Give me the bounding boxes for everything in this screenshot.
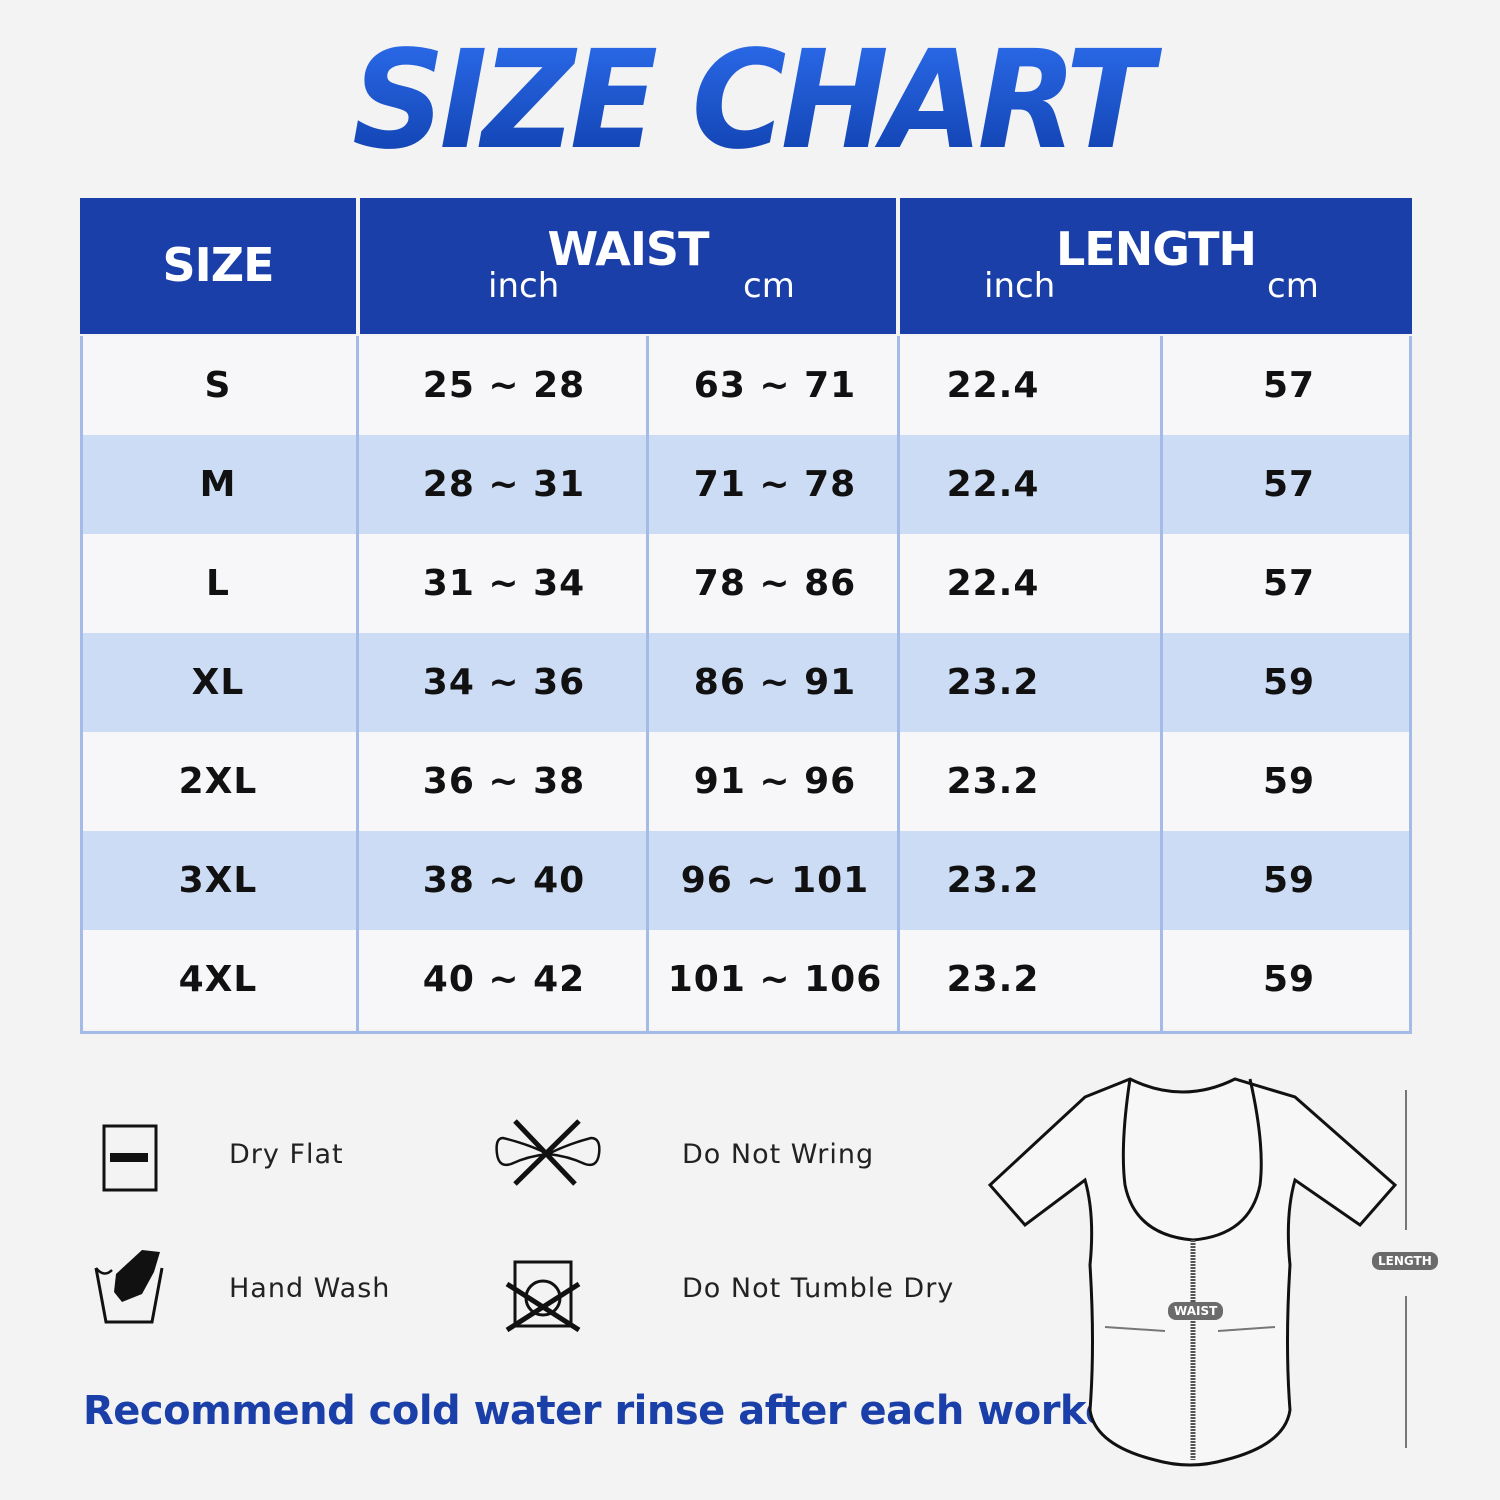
cell-length-cm: 59 [1262,662,1316,703]
table-row: S 25 ~ 28 63 ~ 71 22.4 57 [80,336,1412,435]
header-length-cm: cm [1267,266,1319,306]
cell-length-cm: 59 [1262,959,1316,1000]
cell-length-inch: 23.2 [946,662,1040,703]
header-waist-inch: inch [488,266,560,306]
cell-waist-cm: 96 ~ 101 [680,860,870,901]
cell-waist-cm: 63 ~ 71 [693,365,857,406]
care-label-do-not-tumble-dry: Do Not Tumble Dry [682,1273,955,1304]
cell-length-cm: 57 [1262,464,1316,505]
table-divider [1409,336,1412,1034]
care-label-hand-wash: Hand Wash [229,1273,391,1304]
care-label-dry-flat: Dry Flat [229,1139,344,1170]
table-divider [1160,336,1163,1034]
cell-waist-inch: 36 ~ 38 [422,761,586,802]
header-length-inch: inch [984,266,1056,306]
header-length-label: LENGTH [1055,222,1257,276]
waist-label: WAIST [1168,1302,1224,1320]
cell-size: 4XL [178,959,258,1000]
table-divider [80,1031,1412,1034]
cell-length-inch: 23.2 [946,959,1040,1000]
length-arrow-bottom [1405,1296,1407,1448]
cell-waist-inch: 25 ~ 28 [422,365,586,406]
cell-waist-inch: 38 ~ 40 [422,860,586,901]
cell-length-cm: 59 [1262,761,1316,802]
do-not-tumble-dry-icon [505,1260,581,1332]
cell-length-inch: 22.4 [946,464,1040,505]
table-divider [646,336,649,1034]
cell-waist-cm: 78 ~ 86 [693,563,857,604]
header-length: LENGTH inch cm [900,198,1412,334]
cell-waist-inch: 31 ~ 34 [422,563,586,604]
table-divider [80,336,83,1034]
table-row: 2XL 36 ~ 38 91 ~ 96 23.2 59 [80,732,1412,831]
cell-size: XL [191,662,245,703]
header-waist-cm: cm [743,266,795,306]
cell-length-inch: 23.2 [946,761,1040,802]
cell-waist-cm: 86 ~ 91 [693,662,857,703]
cell-size: 2XL [178,761,258,802]
dry-flat-icon [102,1124,158,1192]
cell-length-cm: 57 [1262,563,1316,604]
table-divider [356,336,359,1034]
cell-size: L [206,563,230,604]
table-row: L 31 ~ 34 78 ~ 86 22.4 57 [80,534,1412,633]
table-row: 3XL 38 ~ 40 96 ~ 101 23.2 59 [80,831,1412,930]
table-row: M 28 ~ 31 71 ~ 78 22.4 57 [80,435,1412,534]
length-label: LENGTH [1372,1252,1438,1270]
cell-waist-inch: 34 ~ 36 [422,662,586,703]
cell-waist-inch: 40 ~ 42 [422,959,586,1000]
hand-wash-icon [94,1250,164,1324]
cell-length-inch: 23.2 [946,860,1040,901]
cell-waist-cm: 71 ~ 78 [693,464,857,505]
cell-waist-cm: 91 ~ 96 [693,761,857,802]
cell-waist-inch: 28 ~ 31 [422,464,586,505]
cell-length-inch: 22.4 [946,365,1040,406]
cell-waist-cm: 101 ~ 106 [667,959,883,1000]
cell-length-cm: 59 [1262,860,1316,901]
care-label-do-not-wring: Do Not Wring [682,1139,875,1170]
do-not-wring-icon [495,1119,601,1186]
header-size-label: SIZE [162,238,274,292]
cell-size: M [199,464,237,505]
cell-length-cm: 57 [1262,365,1316,406]
cell-length-inch: 22.4 [946,563,1040,604]
care-note: Recommend cold water rinse after each wo… [83,1388,1174,1434]
table-row: XL 34 ~ 36 86 ~ 91 23.2 59 [80,633,1412,732]
shirt-illustration-icon [987,1077,1398,1467]
header-waist: WAIST inch cm [360,198,896,334]
cell-size: S [204,365,232,406]
header-size: SIZE [80,198,356,334]
table-divider [897,336,900,1034]
table-row: 4XL 40 ~ 42 101 ~ 106 23.2 59 [80,930,1412,1029]
header-waist-label: WAIST [547,222,710,276]
page-title: SIZE CHART [38,22,1463,180]
length-arrow-top [1405,1090,1407,1230]
cell-size: 3XL [178,860,258,901]
